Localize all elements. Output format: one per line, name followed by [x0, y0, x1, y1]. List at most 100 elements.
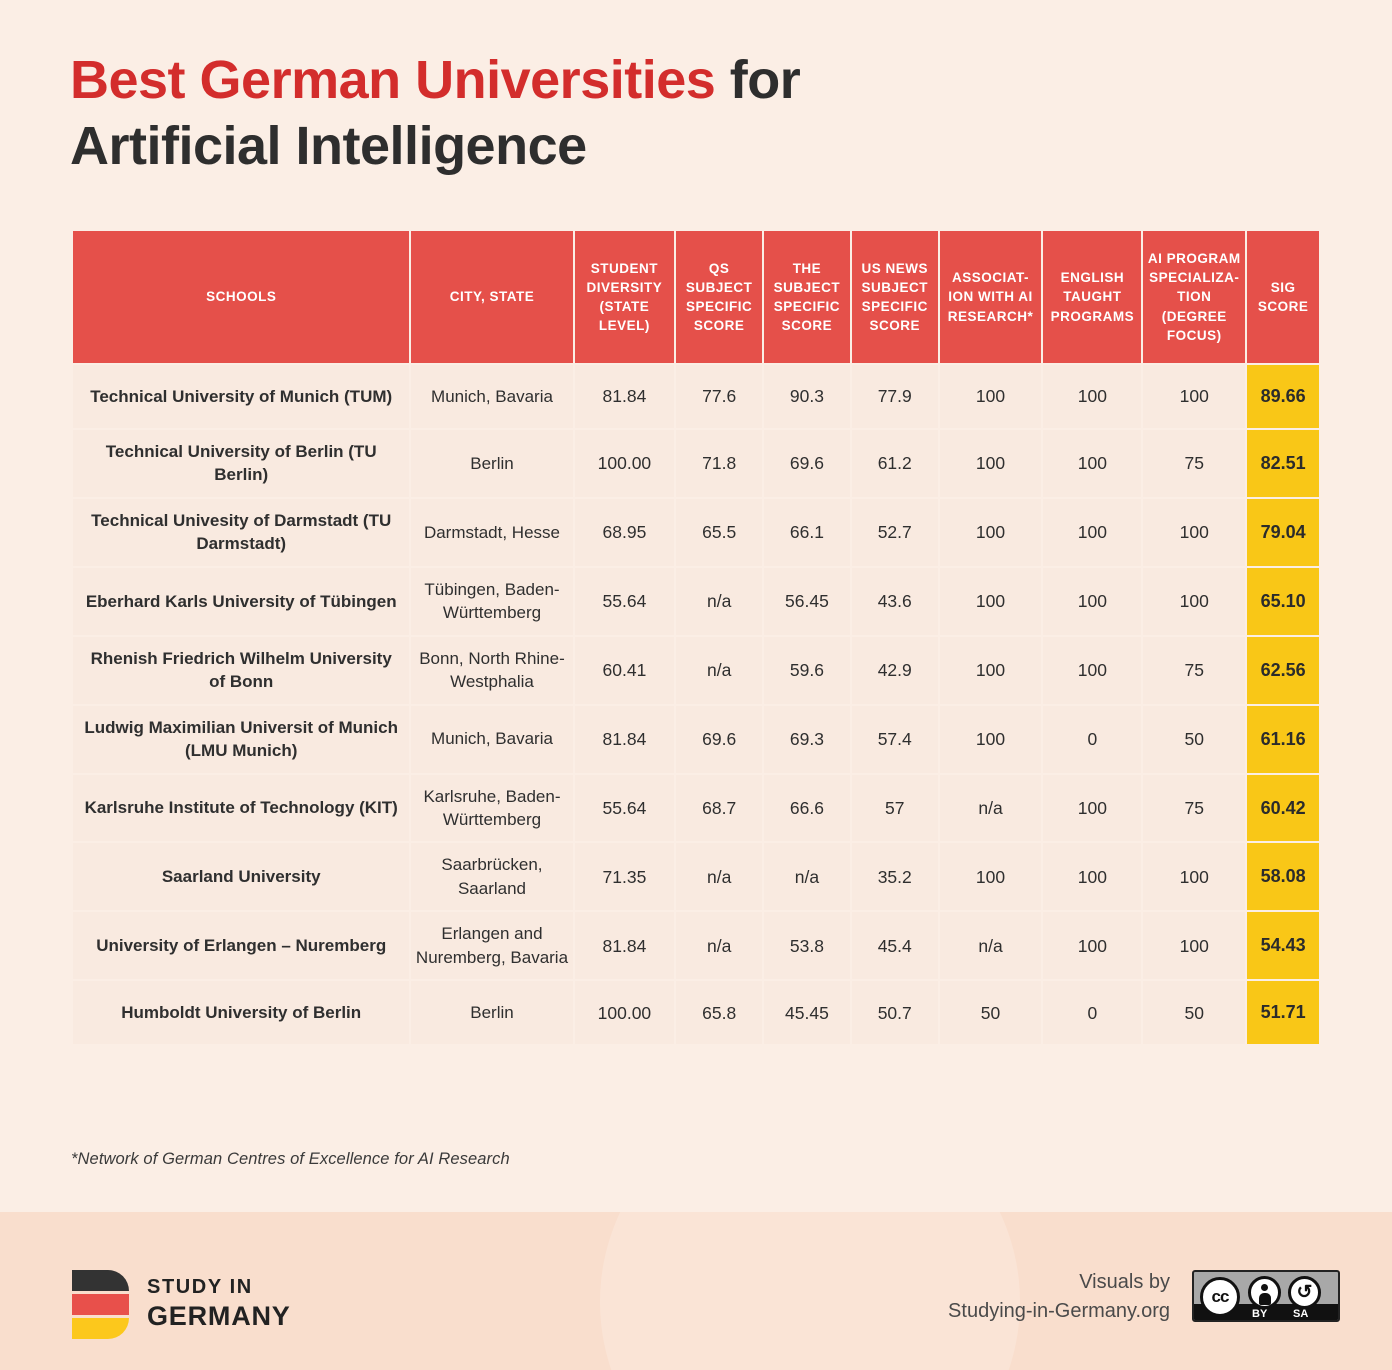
cell-usnews: 42.9: [851, 636, 938, 704]
cell-specialization: 100: [1143, 365, 1246, 428]
person-head-shape: [1261, 1284, 1268, 1291]
credit-line-1: Visuals by: [1079, 1271, 1170, 1293]
table-row: University of Erlangen – Nuremberg Erlan…: [73, 912, 1319, 980]
cell-sig-score: 54.43: [1247, 912, 1319, 980]
cell-sig-score: 82.51: [1247, 430, 1319, 497]
cell-sig-score: 58.08: [1247, 843, 1319, 911]
cell-the: 69.6: [764, 430, 850, 497]
cc-icon: cc: [1200, 1277, 1240, 1317]
cell-english: 100: [1043, 912, 1142, 980]
cell-association: 100: [939, 430, 1042, 497]
cell-association: 100: [939, 365, 1042, 428]
column-header-the-score: THE SUBJECT SPECIFIC SCORE: [764, 231, 850, 363]
table-header-row: SCHOOLS CITY, STATE STUDENT DIVERSITY (S…: [73, 231, 1319, 363]
cell-usnews: 57.4: [851, 705, 938, 773]
title-line-1: Best German Universities for: [70, 48, 1070, 114]
cell-english: 0: [1043, 981, 1142, 1045]
cell-school: Karlsruhe Institute of Technology (KIT): [73, 774, 410, 842]
cell-sig-score: 61.16: [1247, 705, 1319, 773]
column-header-qs-score: QS SUBJECT SPECIFIC SCORE: [676, 231, 763, 363]
cell-city: Berlin: [411, 430, 573, 497]
table-row: Rhenish Friedrich Wilhelm University of …: [73, 636, 1319, 704]
cell-school: Ludwig Maximilian Universit of Munich (L…: [73, 705, 410, 773]
cell-city: Berlin: [411, 981, 573, 1045]
cell-english: 100: [1043, 636, 1142, 704]
cell-usnews: 50.7: [851, 981, 938, 1045]
cell-city: Munich, Bavaria: [411, 365, 573, 428]
cell-specialization: 75: [1143, 636, 1246, 704]
cell-usnews: 52.7: [851, 498, 938, 566]
cell-city: Tübingen, Baden-Württemberg: [411, 567, 573, 635]
flag-bar-black: [72, 1270, 129, 1291]
cell-student-diversity: 68.95: [574, 498, 675, 566]
decorative-circle: [600, 1212, 1020, 1370]
cell-english: 100: [1043, 774, 1142, 842]
cell-usnews: 43.6: [851, 567, 938, 635]
cell-the: 59.6: [764, 636, 850, 704]
table-row: Technical University of Berlin (TU Berli…: [73, 430, 1319, 497]
cell-sig-score: 62.56: [1247, 636, 1319, 704]
page-title: Best German Universities for Artificial …: [70, 48, 1070, 180]
table-row: Eberhard Karls University of Tübingen Tü…: [73, 567, 1319, 635]
cell-sig-score: 89.66: [1247, 365, 1319, 428]
credit-text: Visuals by Studying-in-Germany.org: [948, 1268, 1170, 1326]
flag-bar-red: [72, 1294, 129, 1315]
cell-english: 100: [1043, 365, 1142, 428]
table-footnote: *Network of German Centres of Excellence…: [71, 1150, 510, 1168]
cell-student-diversity: 81.84: [574, 912, 675, 980]
cell-student-diversity: 55.64: [574, 774, 675, 842]
table-row: Technical Univesity of Darmstadt (TU Dar…: [73, 498, 1319, 566]
cell-student-diversity: 60.41: [574, 636, 675, 704]
title-line-2: Artificial Intelligence: [70, 115, 587, 176]
cell-specialization: 50: [1143, 705, 1246, 773]
cc-sa-label: SA: [1293, 1308, 1309, 1320]
cell-qs: 65.8: [676, 981, 763, 1045]
creative-commons-badge: cc ↺ BY SA: [1192, 1270, 1340, 1322]
cell-usnews: 45.4: [851, 912, 938, 980]
cell-usnews: 61.2: [851, 430, 938, 497]
cell-student-diversity: 81.84: [574, 705, 675, 773]
cc-by-person-icon: [1248, 1276, 1281, 1309]
cell-specialization: 100: [1143, 843, 1246, 911]
cell-school: Eberhard Karls University of Tübingen: [73, 567, 410, 635]
cell-specialization: 50: [1143, 981, 1246, 1045]
cell-usnews: 77.9: [851, 365, 938, 428]
cell-association: 100: [939, 636, 1042, 704]
cell-qs: n/a: [676, 567, 763, 635]
table-row: Ludwig Maximilian Universit of Munich (L…: [73, 705, 1319, 773]
cell-usnews: 35.2: [851, 843, 938, 911]
cell-city: Saarbrücken, Saarland: [411, 843, 573, 911]
cell-association: 50: [939, 981, 1042, 1045]
cell-qs: n/a: [676, 912, 763, 980]
cell-specialization: 100: [1143, 567, 1246, 635]
cell-student-diversity: 81.84: [574, 365, 675, 428]
cc-by-label: BY: [1252, 1308, 1268, 1320]
table-row: Saarland University Saarbrücken, Saarlan…: [73, 843, 1319, 911]
cell-sig-score: 60.42: [1247, 774, 1319, 842]
credit-line-2: Studying-in-Germany.org: [948, 1300, 1170, 1322]
person-body-shape: [1258, 1293, 1271, 1305]
cell-specialization: 100: [1143, 498, 1246, 566]
cc-sharealike-icon: ↺: [1288, 1276, 1321, 1309]
cell-usnews: 57: [851, 774, 938, 842]
cell-school: Saarland University: [73, 843, 410, 911]
cell-city: Bonn, North Rhine-Westphalia: [411, 636, 573, 704]
column-header-student-diversity: STUDENT DIVERSITY (STATE LEVEL): [574, 231, 675, 363]
cell-qs: 65.5: [676, 498, 763, 566]
cell-english: 100: [1043, 498, 1142, 566]
cell-specialization: 100: [1143, 912, 1246, 980]
table-row: Humboldt University of Berlin Berlin 100…: [73, 981, 1319, 1045]
cell-the: 53.8: [764, 912, 850, 980]
table-row: Technical University of Munich (TUM) Mun…: [73, 365, 1319, 428]
cell-qs: 69.6: [676, 705, 763, 773]
cell-sig-score: 65.10: [1247, 567, 1319, 635]
cell-sig-score: 79.04: [1247, 498, 1319, 566]
cell-association: 100: [939, 567, 1042, 635]
cell-specialization: 75: [1143, 430, 1246, 497]
cell-association: n/a: [939, 912, 1042, 980]
cell-qs: n/a: [676, 636, 763, 704]
column-header-ai-research-association: ASSOCIAT-ION WITH AI RESEARCH*: [939, 231, 1042, 363]
column-header-english-programs: ENGLISH TAUGHT PROGRAMS: [1043, 231, 1142, 363]
cell-the: 56.45: [764, 567, 850, 635]
cell-qs: 68.7: [676, 774, 763, 842]
